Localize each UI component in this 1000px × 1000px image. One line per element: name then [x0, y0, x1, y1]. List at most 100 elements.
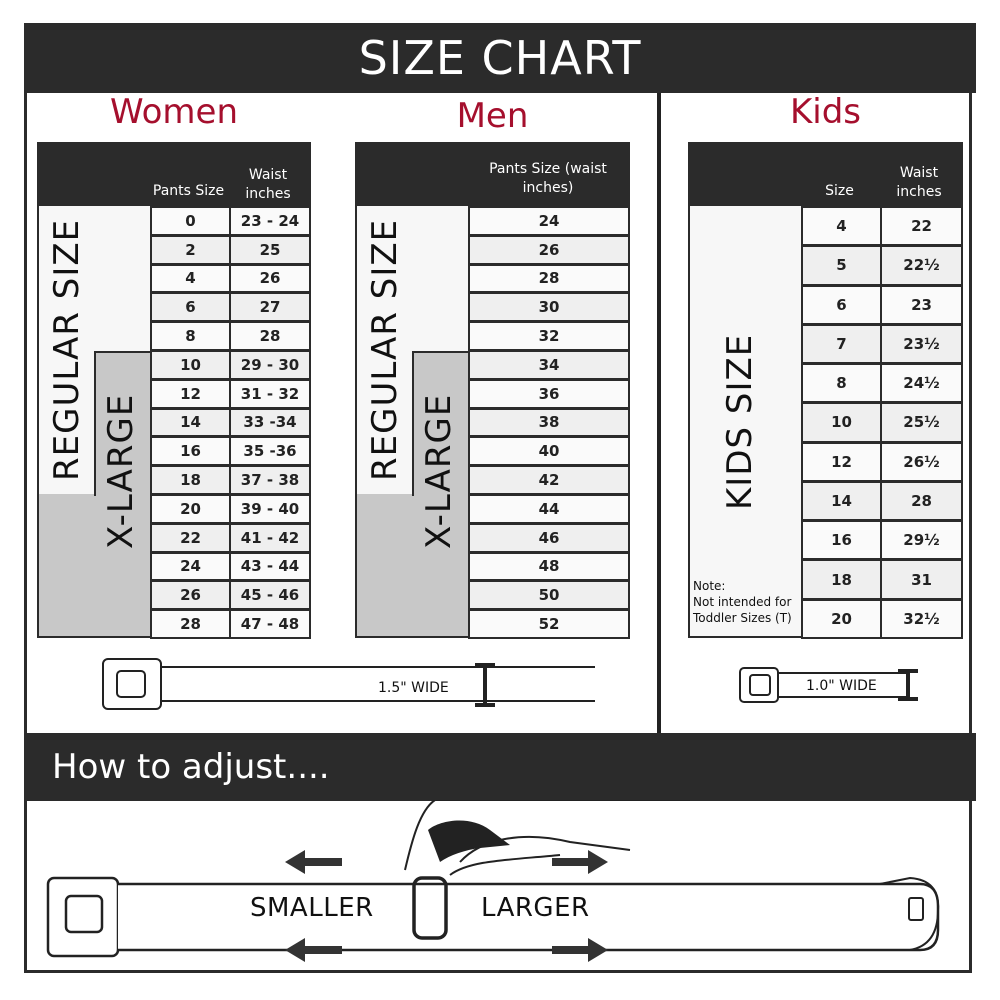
kids-header: Size Waist inches: [688, 142, 963, 206]
waist-cell: 41 - 42: [229, 522, 311, 553]
pants-size-cell: 16: [150, 436, 231, 467]
buckle-icon: [46, 876, 120, 958]
men-title: Men: [456, 96, 529, 136]
waist-cell: 35 -36: [229, 436, 311, 467]
smaller-label: SMALLER: [250, 893, 374, 923]
note-title: Note:: [693, 579, 726, 593]
waist-cell: 28: [880, 480, 963, 522]
pants-size-cell: 4: [150, 263, 231, 294]
pants-size-cell: 46: [468, 522, 630, 553]
pants-size-cell: 24: [468, 206, 630, 236]
size-cell: 6: [801, 284, 882, 325]
pants-size-cell: 8: [150, 321, 231, 351]
waist-cell: 25½: [880, 402, 963, 443]
pants-size-cell: 26: [468, 234, 630, 265]
waist-cell: 22: [880, 206, 963, 247]
waist-cell: 31: [880, 559, 963, 600]
pants-size-cell: 18: [150, 465, 231, 495]
women-title: Women: [109, 92, 238, 132]
pants-size-cell: 0: [150, 206, 231, 236]
kids-size-label: KIDS SIZE: [720, 333, 760, 511]
women-col-pants: Pants Size: [152, 183, 225, 199]
waist-cell: 23 - 24: [229, 206, 311, 236]
xlarge-block: [412, 351, 470, 496]
waist-cell: 22½: [880, 245, 963, 286]
pants-size-cell: 14: [150, 407, 231, 438]
page-title: SIZE CHART: [24, 23, 976, 93]
waist-cell: 31 - 32: [229, 378, 311, 409]
pants-size-cell: 22: [150, 522, 231, 553]
pants-size-cell: 50: [468, 580, 630, 611]
divider: [657, 93, 661, 733]
waist-cell: 33 -34: [229, 407, 311, 438]
pants-size-cell: 28: [150, 609, 231, 639]
arrow-right-top-icon: [552, 850, 608, 874]
waist-cell: 28: [229, 321, 311, 351]
pants-size-cell: 24: [150, 551, 231, 582]
pants-size-cell: 52: [468, 609, 630, 639]
waist-cell: 39 - 40: [229, 494, 311, 524]
women-header: Pants Size Waist inches: [37, 142, 311, 206]
adjust-illustration: [46, 800, 940, 962]
pants-size-cell: 32: [468, 321, 630, 351]
size-cell: 7: [801, 323, 882, 365]
pants-size-cell: 12: [150, 378, 231, 409]
waist-cell: 43 - 44: [229, 551, 311, 582]
regular-size-label: REGULAR SIZE: [365, 218, 405, 482]
kids-belt-illustration: [739, 667, 918, 703]
pants-size-cell: 28: [468, 263, 630, 294]
pants-size-cell: 6: [150, 292, 231, 323]
adult-belt-illustration: [102, 658, 595, 710]
slider-loop-icon: [412, 876, 448, 940]
pants-size-cell: 40: [468, 436, 630, 467]
waist-cell: 45 - 46: [229, 580, 311, 611]
pants-size-cell: 34: [468, 350, 630, 380]
men-header: Pants Size (waist inches): [355, 142, 630, 206]
hand-shadow-icon: [428, 820, 510, 862]
arrow-left-top-icon: [285, 850, 342, 874]
waist-cell: 26½: [880, 441, 963, 482]
waist-cell: 37 - 38: [229, 465, 311, 495]
arrow-left-bottom-icon: [285, 938, 342, 962]
kids-table: KIDS SIZE Note: Not intended for Toddler…: [688, 206, 963, 639]
waist-cell: 25: [229, 234, 311, 265]
women-col-waist: Waist inches: [245, 167, 291, 202]
regular-size-label: REGULAR SIZE: [47, 218, 87, 482]
size-cell: 10: [801, 402, 882, 443]
pants-size-cell: 20: [150, 494, 231, 524]
pants-size-cell: 42: [468, 465, 630, 495]
waist-cell: 23½: [880, 323, 963, 365]
arrow-right-bottom-icon: [552, 938, 608, 962]
adjust-title: How to adjust....: [24, 733, 976, 801]
pants-size-cell: 38: [468, 407, 630, 438]
xlarge-block: [94, 351, 152, 496]
women-table: REGULAR SIZE X-LARGE 0 23 - 24 2 25 4 26 6 27 8 2…: [37, 206, 311, 639]
size-cell: 4: [801, 206, 882, 247]
pants-size-cell: 26: [150, 580, 231, 611]
note-body: Not intended for Toddler Sizes (T): [693, 595, 792, 625]
size-cell: 16: [801, 520, 882, 561]
pants-size-cell: 36: [468, 378, 630, 409]
kids-col-size: Size: [825, 183, 854, 199]
waist-cell: 23: [880, 284, 963, 325]
kids-title: Kids: [789, 92, 862, 132]
pants-size-cell: 30: [468, 292, 630, 323]
waist-cell: 27: [229, 292, 311, 323]
larger-label: LARGER: [481, 893, 590, 923]
size-cell: 12: [801, 441, 882, 482]
waist-cell: 29½: [880, 520, 963, 561]
waist-cell: 24½: [880, 363, 963, 404]
size-cell: 14: [801, 480, 882, 522]
size-cell: 5: [801, 245, 882, 286]
xlarge-label: X-LARGE: [101, 393, 141, 549]
size-cell: 20: [801, 598, 882, 639]
waist-cell: 47 - 48: [229, 609, 311, 639]
size-cell: 18: [801, 559, 882, 600]
pants-size-cell: 10: [150, 350, 231, 380]
pants-size-cell: 2: [150, 234, 231, 265]
hand-icon: [404, 800, 690, 876]
kids-col-waist: Waist inches: [896, 165, 942, 200]
waist-cell: 29 - 30: [229, 350, 311, 380]
kids-note: Note: Not intended for Toddler Sizes (T): [693, 578, 801, 626]
waist-cell: 32½: [880, 598, 963, 639]
